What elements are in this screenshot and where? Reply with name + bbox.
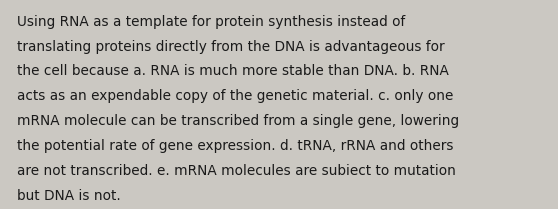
- Text: the potential rate of gene expression. d. tRNA, rRNA and others: the potential rate of gene expression. d…: [17, 139, 453, 153]
- Text: the cell because a. RNA is much more stable than DNA. b. RNA: the cell because a. RNA is much more sta…: [17, 64, 449, 78]
- Text: translating proteins directly from the DNA is advantageous for: translating proteins directly from the D…: [17, 40, 444, 54]
- Text: but DNA is not.: but DNA is not.: [17, 189, 121, 203]
- Text: mRNA molecule can be transcribed from a single gene, lowering: mRNA molecule can be transcribed from a …: [17, 114, 459, 128]
- Text: Using RNA as a template for protein synthesis instead of: Using RNA as a template for protein synt…: [17, 15, 405, 29]
- Text: acts as an expendable copy of the genetic material. c. only one: acts as an expendable copy of the geneti…: [17, 89, 453, 103]
- Text: are not transcribed. e. mRNA molecules are subiect to mutation: are not transcribed. e. mRNA molecules a…: [17, 164, 456, 178]
